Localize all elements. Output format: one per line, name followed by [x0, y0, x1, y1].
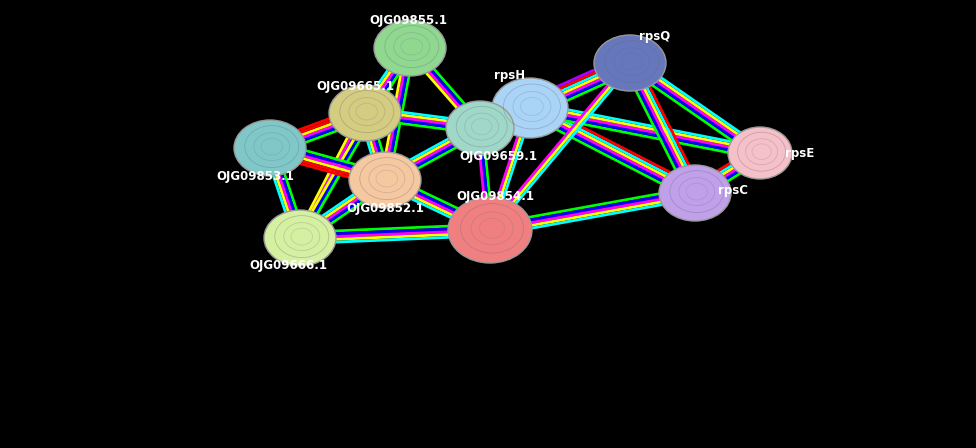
Text: OJG09852.1: OJG09852.1 [346, 202, 424, 215]
Text: rpsE: rpsE [786, 146, 815, 159]
Ellipse shape [448, 197, 532, 263]
Text: OJG09854.1: OJG09854.1 [456, 190, 534, 202]
Ellipse shape [594, 35, 666, 91]
Ellipse shape [659, 165, 731, 221]
Ellipse shape [329, 85, 401, 141]
Text: OJG09853.1: OJG09853.1 [216, 169, 294, 182]
Text: rpsQ: rpsQ [639, 30, 671, 43]
Ellipse shape [374, 20, 446, 76]
Ellipse shape [728, 127, 792, 179]
Text: OJG09659.1: OJG09659.1 [459, 150, 537, 163]
Text: OJG09665.1: OJG09665.1 [316, 79, 394, 92]
Ellipse shape [264, 210, 336, 266]
Text: rpsC: rpsC [718, 184, 748, 197]
Text: OJG09666.1: OJG09666.1 [249, 259, 327, 272]
Ellipse shape [446, 101, 514, 155]
Ellipse shape [492, 78, 568, 138]
Ellipse shape [349, 152, 421, 208]
Ellipse shape [234, 120, 306, 176]
Text: OJG09855.1: OJG09855.1 [369, 13, 447, 26]
Text: rpsH: rpsH [495, 69, 525, 82]
